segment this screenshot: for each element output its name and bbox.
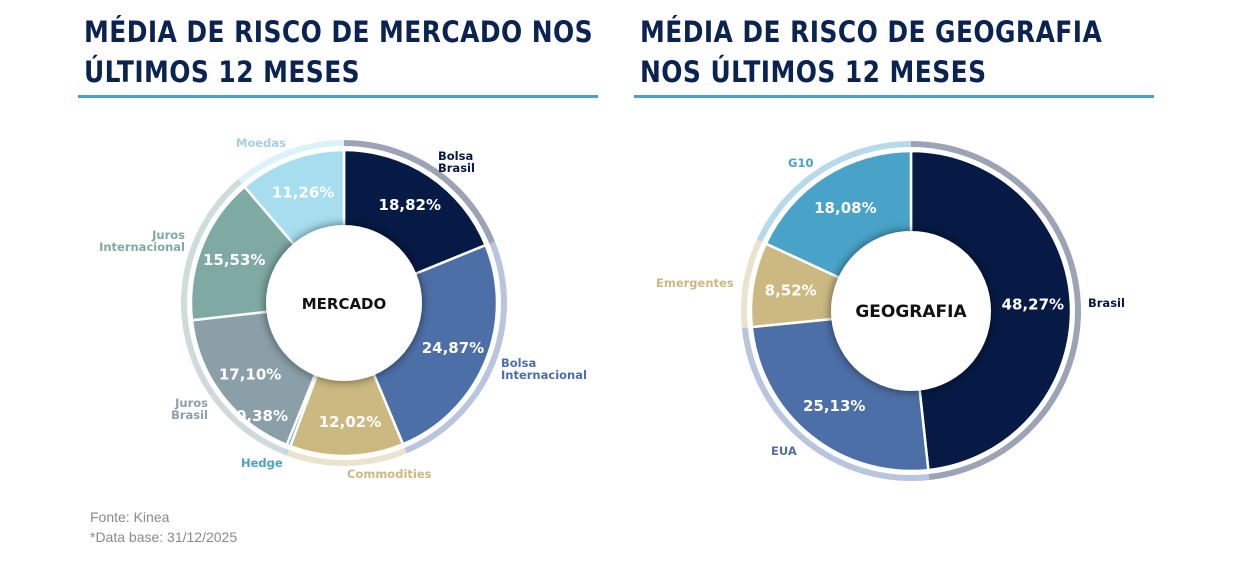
value-label-commodities: 12,02%	[319, 413, 381, 431]
value-label-juros-brasil: 17,10%	[219, 365, 281, 383]
outer-ring-bolsa-internacional	[404, 241, 507, 454]
outer-ring-commodities	[286, 447, 407, 466]
date-note: *Data base: 31/12/2025	[90, 529, 238, 545]
right-chart-title: MÉDIA DE RISCO DE GEOGRAFIA NOS ÚLTIMOS …	[640, 12, 1102, 92]
legend-label-emergentes: Emergentes	[656, 276, 734, 290]
legend-label-g10: G10	[788, 156, 814, 170]
legend-label-bolsa-internacional: Bolsa Internacional	[501, 356, 587, 382]
right-title-line2: NOS ÚLTIMOS 12 MESES	[640, 55, 987, 89]
legend-label-commodities: Commodities	[347, 467, 432, 481]
donut-geografia: GEOGRAFIA 48,27% 25,13% 8,52% 18,08%	[741, 141, 1082, 482]
value-label-bolsa-brasil: 18,82%	[379, 196, 441, 214]
right-title-rule	[634, 95, 1154, 98]
right-title-line1: MÉDIA DE RISCO DE GEOGRAFIA	[640, 15, 1103, 49]
legend-label-hedge: Hedge	[241, 456, 283, 470]
outer-ring-moedas	[238, 140, 344, 184]
value-label-emergentes: 8,52%	[765, 282, 817, 300]
left-title-line1: MÉDIA DE RISCO DE MERCADO NOS	[84, 15, 594, 49]
outer-ring-bolsa-brasil	[344, 140, 495, 244]
value-label-hedge: 0,38%	[236, 407, 288, 425]
left-title-line2: ÚLTIMOS 12 MESES	[84, 55, 361, 89]
legend-label-brasil: Brasil	[1088, 296, 1125, 310]
value-label-moedas: 11,26%	[272, 183, 334, 201]
center-label: MERCADO	[302, 295, 387, 313]
value-label-bolsa-internacional: 24,87%	[422, 339, 484, 357]
outer-ring-emergentes	[741, 239, 763, 329]
donut-hole	[266, 225, 422, 381]
donut-mercado: MERCADO 18,82% 24,87% 12,02% 0,38% 17,10% 15,5…	[181, 140, 507, 466]
source-note: Fonte: Kinea	[90, 509, 170, 525]
value-label-brasil: 48,27%	[1002, 295, 1064, 313]
legend-label-moedas: Moedas	[236, 136, 286, 150]
outer-ring-hedge	[283, 448, 289, 456]
left-chart-title: MÉDIA DE RISCO DE MERCADO NOS ÚLTIMOS 12…	[84, 12, 593, 92]
value-label-g10: 18,08%	[814, 199, 876, 217]
outer-ring-g10	[756, 141, 911, 242]
left-title-rule	[78, 95, 598, 98]
legend-label-juros-brasil: Juros Brasil	[171, 396, 208, 422]
value-label-eua: 25,13%	[803, 397, 865, 415]
outer-ring-juros-internacional	[181, 179, 242, 322]
value-label-juros-internacional: 15,53%	[203, 251, 265, 269]
legend-label-eua: EUA	[771, 444, 797, 458]
center-label: GEOGRAFIA	[855, 302, 967, 322]
legend-label-juros-internacional: Juros Internacional	[99, 228, 185, 254]
donut-hole	[831, 231, 991, 391]
legend-label-bolsa-brasil: Bolsa Brasil	[438, 149, 475, 175]
